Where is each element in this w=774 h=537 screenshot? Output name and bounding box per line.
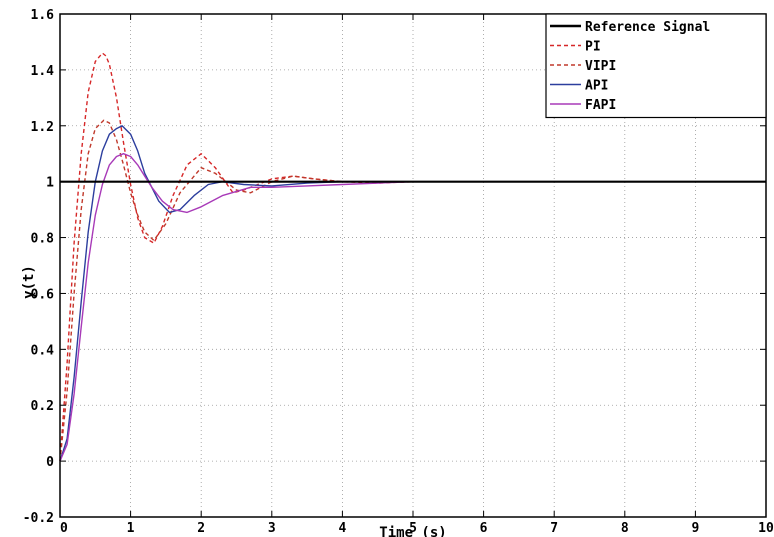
y-axis-label: y(t) bbox=[21, 265, 37, 299]
legend: Reference Signal PI VIPI API FAPI bbox=[545, 13, 767, 119]
y-tick-label: 0.4 bbox=[31, 343, 55, 358]
x-tick-label: 6 bbox=[480, 521, 488, 536]
x-tick-label: 10 bbox=[758, 521, 774, 536]
y-tick-label: -0.2 bbox=[23, 511, 54, 526]
legend-entry: API bbox=[585, 79, 608, 94]
y-tick-label: 1 bbox=[46, 176, 54, 191]
y-tick-label: 0.2 bbox=[31, 399, 54, 414]
x-tick-label: 0 bbox=[60, 521, 68, 536]
axis-ticks bbox=[59, 13, 767, 518]
y-tick-label: 0.6 bbox=[31, 287, 55, 302]
x-tick-label: 1 bbox=[127, 521, 135, 536]
x-tick-label: 9 bbox=[691, 521, 699, 536]
series-line-fapi bbox=[59, 152, 766, 462]
series-line-vipi bbox=[59, 119, 766, 462]
x-tick-label: 3 bbox=[268, 521, 276, 536]
x-tick-label: 8 bbox=[621, 521, 629, 536]
x-tick-label: 5 bbox=[409, 521, 417, 536]
series-line-api bbox=[59, 125, 766, 462]
y-tick-label: 1.4 bbox=[31, 64, 55, 79]
legend-entry: FAPI bbox=[585, 98, 616, 113]
legend-entry: VIPI bbox=[585, 59, 616, 74]
x-tick-label: 7 bbox=[550, 521, 558, 536]
legend-entry: Reference Signal bbox=[585, 20, 710, 35]
x-tick-labels: 0 1 2 3 4 5 6 7 8 9 10 bbox=[60, 521, 774, 536]
y-tick-label: 0.8 bbox=[31, 232, 55, 247]
y-tick-label: 0 bbox=[46, 455, 54, 470]
legend-entry: PI bbox=[585, 40, 601, 55]
y-tick-label: 1.2 bbox=[31, 120, 54, 135]
y-tick-label: 1.6 bbox=[31, 8, 55, 23]
x-tick-label: 2 bbox=[197, 521, 205, 536]
x-tick-label: 4 bbox=[338, 521, 346, 536]
x-axis-label: Time (s) bbox=[379, 525, 446, 537]
legend-box bbox=[545, 13, 767, 119]
series-lines bbox=[59, 52, 766, 462]
y-tick-labels: -0.2 0 0.2 0.4 0.6 0.8 1 1.2 1.4 1.6 bbox=[23, 8, 54, 526]
